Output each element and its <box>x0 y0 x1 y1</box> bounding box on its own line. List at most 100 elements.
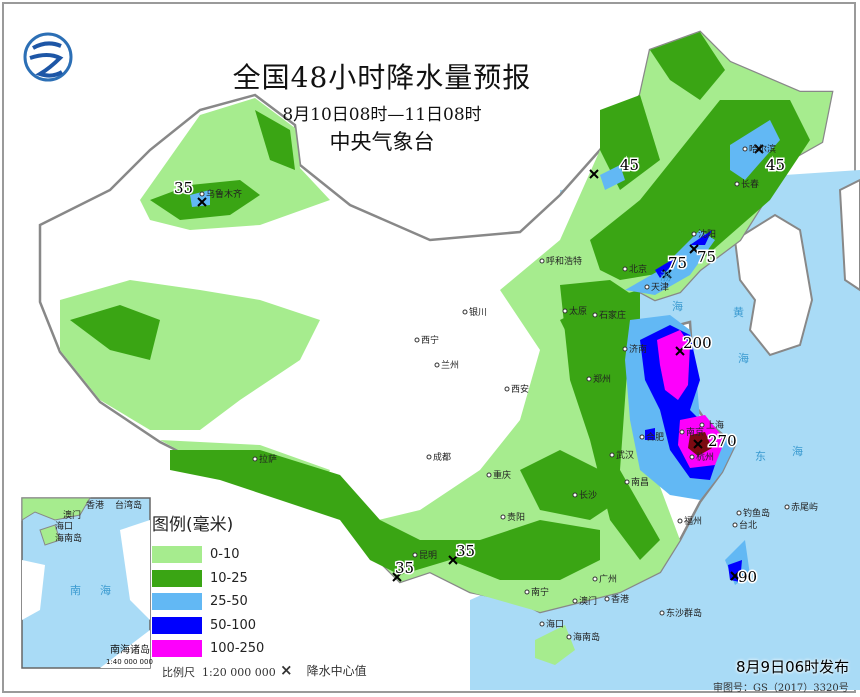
inset-label: 南 <box>70 584 81 597</box>
city-label: 澳门 <box>579 595 597 607</box>
city-label: 北京 <box>629 263 647 275</box>
inset-label: 澳门 <box>63 509 81 521</box>
city-label: 银川 <box>469 306 487 318</box>
inset-title: 南海诸岛 <box>110 643 150 656</box>
city-dot <box>659 610 665 616</box>
issue-time: 8月9日06时发布 <box>736 658 850 676</box>
inset-label: 海口 <box>55 520 73 532</box>
city-label: 太原 <box>569 305 587 317</box>
city-label: 成都 <box>433 451 451 463</box>
legend-swatch <box>152 546 202 564</box>
inset-scale: 1:40 000 000 <box>106 658 153 666</box>
city-dot <box>572 492 578 498</box>
city-dot <box>252 456 258 462</box>
legend-label: 50-100 <box>210 617 257 633</box>
city-label: 天津 <box>651 282 669 293</box>
south-china-sea-inset: 香港 台湾岛 澳门 海口 海南岛 南 海 南海诸岛 1:40 000 000 <box>21 497 153 669</box>
city-dot <box>679 429 685 435</box>
city-dot <box>586 376 592 382</box>
city-dot <box>412 552 418 558</box>
inset-label: 海 <box>100 583 111 597</box>
legend-item: 10-25 <box>152 567 264 591</box>
rain-center-value: 35 <box>174 179 193 197</box>
korea-land <box>733 213 814 357</box>
forecast-period: 8月10日08时—11日08时 <box>282 105 482 125</box>
city-label: 兰州 <box>441 359 459 371</box>
city-label: 武汉 <box>616 449 634 461</box>
legend-item: 25-50 <box>152 590 264 614</box>
sea-label: 海 <box>792 444 803 458</box>
rain-center-value: 200 <box>683 334 712 352</box>
city-label: 杭州 <box>696 451 714 463</box>
rain-center-markers <box>197 144 764 582</box>
city-dot <box>736 510 742 516</box>
sea-label: 海 <box>738 351 749 365</box>
city-dot <box>504 386 510 392</box>
center-marker-icon: × <box>280 661 293 679</box>
city-dot <box>199 191 205 197</box>
city-dot <box>734 181 740 187</box>
scale: 比例尺 1:20 000 000 <box>162 664 276 680</box>
city-label: 长春 <box>741 178 759 190</box>
approval-number: 审图号：GS（2017）3320号 <box>713 683 849 694</box>
legend: 图例(毫米) 0-10 10-25 25-50 50-100 100-250 <box>152 510 264 661</box>
city-label: 南宁 <box>531 586 549 598</box>
city-label: 沈阳 <box>698 228 716 240</box>
legend-item: 0-10 <box>152 543 264 567</box>
city-label: 广州 <box>599 573 617 585</box>
city-dot <box>732 522 738 528</box>
city-dot <box>689 454 695 460</box>
legend-label: 10-25 <box>210 570 248 586</box>
city-label: 拉萨 <box>259 453 277 465</box>
city-dot <box>609 452 615 458</box>
city-dot <box>604 596 610 602</box>
city-dot <box>622 346 628 352</box>
scale-value: 1:20 000 000 <box>202 666 276 679</box>
legend-item: 100-250 <box>152 637 264 661</box>
city-label: 上海 <box>706 419 724 431</box>
city-label: 合肥 <box>646 431 664 443</box>
city-dot <box>566 634 572 640</box>
city-dot <box>624 479 630 485</box>
scale-label: 比例尺 <box>162 666 195 679</box>
legend-swatch <box>152 569 202 587</box>
rain-center-value: 45 <box>766 156 785 174</box>
map-title: 全国48小时降水量预报 <box>232 61 532 94</box>
city-dot <box>434 362 440 368</box>
rain-center-value: 45 <box>620 156 639 174</box>
city-label: 西宁 <box>421 334 439 346</box>
city-dot <box>539 258 545 264</box>
rain-center-value: 90 <box>738 568 757 586</box>
center-label: 降水中心值 <box>306 664 367 678</box>
legend-label: 0-10 <box>210 547 240 563</box>
city-dot <box>677 518 683 524</box>
japan-land <box>838 178 860 292</box>
legend-swatch <box>152 616 202 634</box>
rain-center-value: 75 <box>668 254 687 272</box>
city-dot <box>699 422 705 428</box>
legend-label: 100-250 <box>210 641 265 657</box>
city-dot <box>562 308 568 314</box>
city-dot <box>691 231 697 237</box>
rain-center-value: 75 <box>697 248 716 266</box>
legend-swatch <box>152 640 202 658</box>
inset-label: 海南岛 <box>55 532 82 544</box>
city-dot <box>486 472 492 478</box>
rain-center-value: 270 <box>708 432 737 450</box>
city-label: 哈尔滨 <box>749 143 776 155</box>
rain-10-25-areas <box>70 32 810 580</box>
city-label: 福州 <box>684 515 702 527</box>
city-label: 乌鲁木齐 <box>206 188 242 200</box>
city-dot <box>784 504 790 510</box>
rain-center-value: 35 <box>456 542 475 560</box>
inset-label: 台湾岛 <box>115 499 142 511</box>
city-label: 长沙 <box>579 489 597 501</box>
city-label: 济南 <box>629 343 647 355</box>
sea-label: 东 <box>755 450 766 463</box>
city-label: 西安 <box>511 383 529 395</box>
city-label: 海南岛 <box>573 631 600 643</box>
city-label: 赤尾屿 <box>791 502 818 513</box>
city-label: 海口 <box>546 618 564 630</box>
